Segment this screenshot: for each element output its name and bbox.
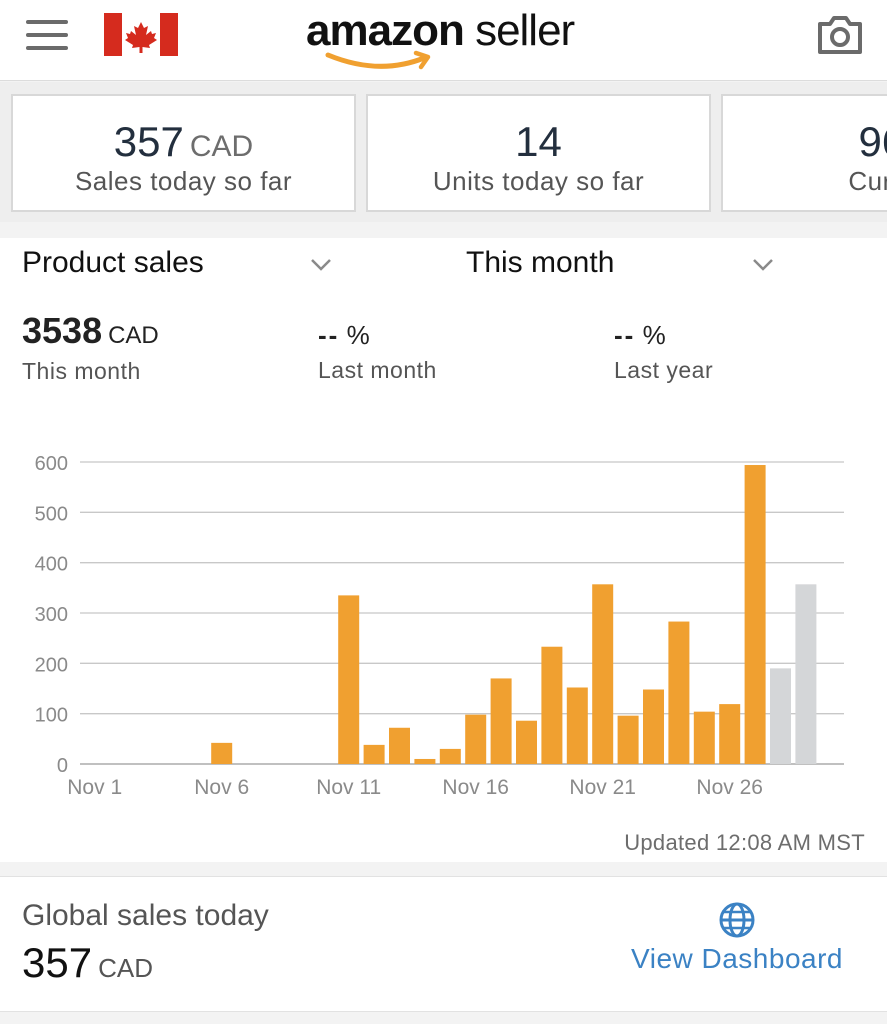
canada-flag-icon [104,13,178,56]
kpi-label: Sales today so far [74,166,293,196]
chart-bar [363,744,385,764]
app-header: amazon seller [0,0,887,81]
chart-bar [414,758,436,764]
kpi-value: 968 [858,118,887,165]
chart-bar [566,687,588,764]
hamburger-menu-icon[interactable] [26,20,68,50]
chart-bar [338,595,360,764]
chart-bar [744,465,766,764]
y-tick-label: 600 [35,453,68,475]
kpi-card-sales[interactable]: 357 CAD Sales today so far [11,94,356,212]
chart-bar [795,584,817,764]
metric-dropdown-label: Product sales [22,246,204,279]
metric-this-month: 3538 CAD This month [22,310,159,384]
chart-bar [592,584,614,764]
metric-last-year: -- % Last year [614,320,714,383]
kpi-value: 357 CAD [113,118,254,165]
chart-bar [643,689,664,764]
globe-icon[interactable] [718,901,756,939]
metric-dropdown[interactable]: Product sales [22,246,334,296]
chevron-down-icon [311,259,331,271]
kpi-label: Current [848,166,887,196]
chart-bar [541,646,563,764]
y-tick-label: 500 [35,503,68,525]
amazon-seller-logo: amazon seller [306,4,606,74]
chart-bar [719,704,741,764]
chart-bar [693,711,715,764]
x-tick-label: Nov 26 [696,776,763,799]
y-tick-label: 100 [35,705,68,727]
kpi-label: Units today so far [432,166,645,196]
kpi-value: 14 [515,118,562,165]
kpi-card-units[interactable]: 14 Units today so far [366,94,711,212]
x-tick-label: Nov 16 [442,776,509,799]
y-tick-label: 300 [35,604,68,626]
chevron-down-icon [753,259,773,271]
chart-bar [770,668,791,764]
chart-bar [211,742,233,764]
x-tick-label: Nov 21 [569,776,636,799]
view-dashboard-link[interactable]: View Dashboard [631,943,843,974]
chart-bar [516,720,537,764]
metric-last-month: -- % Last month [318,320,437,383]
kpi-strip: 357 CAD Sales today so far 14 Units today… [0,82,887,222]
y-tick-label: 0 [57,755,68,777]
global-sales-value: 357 CAD [22,939,153,986]
sales-bar-chart: 0 100 200 300 400 500 600 Nov 1 Nov 6 Nov 11 Nov 1… [35,453,844,799]
camera-icon[interactable] [816,14,864,56]
period-dropdown[interactable]: This month [466,246,778,296]
x-tick-label: Nov 11 [316,776,381,799]
chart-bar [439,748,461,764]
x-tick-label: Nov 6 [194,776,249,799]
smile-arrow-icon [325,50,431,70]
y-tick-label: 200 [35,654,68,676]
kpi-card-current[interactable]: 968 Current [721,94,887,212]
x-tick-label: Nov 1 [67,776,122,799]
y-tick-label: 400 [35,554,68,576]
updated-timestamp: Updated 12:08 AM MST [624,830,865,855]
sales-panel: Product sales This month 3538 CAD This mo… [0,238,887,862]
period-dropdown-label: This month [466,246,615,279]
global-sales-panel: Global sales today 357 CAD View Dashboard [0,876,887,1012]
chart-bar [490,678,512,764]
chart-bar [668,621,690,764]
chart-bar [465,714,487,764]
chart-bar [617,715,639,764]
global-sales-title: Global sales today [22,899,269,932]
chart-bar [389,727,410,764]
